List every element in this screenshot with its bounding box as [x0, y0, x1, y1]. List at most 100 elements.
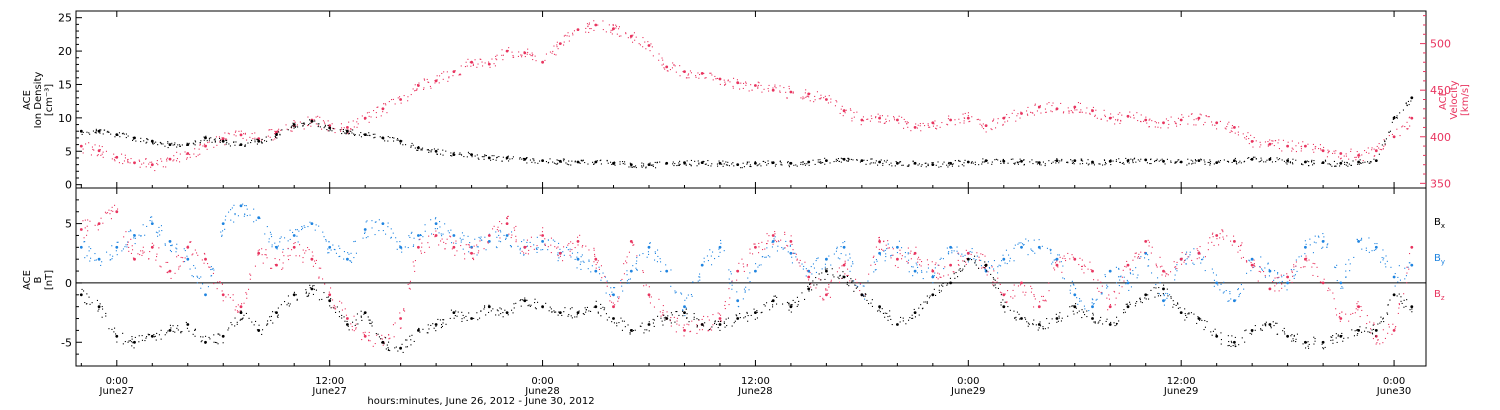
density-point — [1037, 161, 1041, 165]
velocity-dot — [511, 51, 513, 53]
velocity-dot — [585, 27, 587, 29]
density-dot — [512, 156, 514, 158]
bx-dot — [1295, 338, 1297, 340]
velocity-point — [1091, 109, 1094, 113]
velocity-dot — [1255, 140, 1257, 142]
velocity-dot — [429, 85, 431, 87]
bz-dot — [246, 293, 248, 295]
by-dot — [1213, 285, 1215, 287]
bz-dot — [825, 288, 827, 290]
velocity-dot — [1358, 153, 1360, 155]
density-dot — [1334, 165, 1336, 167]
density-dot — [676, 165, 678, 167]
bx-dot — [529, 305, 531, 307]
by-dot — [698, 276, 700, 278]
density-dot — [622, 161, 624, 163]
bx-dot — [267, 320, 269, 322]
density-dot — [961, 164, 963, 166]
bz-dot — [728, 288, 730, 290]
bz-dot — [910, 258, 912, 260]
density-dot — [814, 163, 816, 165]
bx-dot — [1158, 287, 1160, 289]
bx-dot — [1227, 335, 1229, 337]
velocity-dot — [226, 139, 228, 141]
density-dot — [490, 159, 492, 161]
bz-dot — [221, 283, 223, 285]
bx-point — [275, 311, 278, 314]
by-dot — [88, 250, 90, 252]
bx-dot — [863, 295, 865, 297]
density-dot — [348, 133, 350, 135]
by-dot — [636, 269, 638, 271]
density-point — [221, 139, 225, 143]
by-dot — [657, 249, 659, 251]
by-dot — [1408, 262, 1410, 264]
density-point — [1410, 96, 1414, 100]
density-dot — [1039, 164, 1041, 166]
density-dot — [1325, 160, 1327, 162]
x-tick-label-time: 0:00 — [531, 376, 553, 387]
by-dot — [1013, 260, 1015, 262]
bz-dot — [999, 283, 1001, 285]
bz-dot — [810, 283, 812, 285]
by-dot — [158, 230, 160, 232]
bx-dot — [1015, 319, 1017, 321]
bz-dot — [952, 271, 954, 273]
bx-dot — [602, 306, 604, 308]
density-dot — [1133, 158, 1135, 160]
density-dot — [317, 123, 319, 125]
velocity-dot — [711, 74, 713, 76]
density-point — [523, 157, 527, 161]
bx-dot — [1110, 321, 1112, 323]
by-dot — [916, 264, 918, 266]
bz-dot — [1341, 311, 1343, 313]
density-dot — [727, 161, 729, 163]
bz-dot — [830, 281, 832, 283]
by-dot — [670, 269, 672, 271]
density-point — [842, 157, 846, 161]
by-dot — [1317, 235, 1319, 237]
density-dot — [522, 157, 524, 159]
density-dot — [440, 153, 442, 155]
density-dot — [592, 161, 594, 163]
bx-dot — [854, 284, 856, 286]
bz-dot — [1302, 266, 1304, 268]
bx-dot — [833, 276, 835, 278]
velocity-dot — [1272, 140, 1274, 142]
density-dot — [397, 138, 399, 140]
velocity-dot — [664, 68, 666, 70]
density-dot — [1032, 163, 1034, 165]
bz-point — [1392, 329, 1396, 332]
bz-dot — [768, 235, 770, 237]
density-dot — [1336, 163, 1338, 165]
density-dot — [707, 164, 709, 166]
bx-dot — [665, 316, 667, 318]
bz-point — [1162, 269, 1165, 273]
bz-dot — [978, 256, 980, 258]
velocity-dot — [186, 157, 188, 159]
density-dot — [870, 158, 872, 160]
velocity-dot — [1355, 156, 1357, 158]
by-dot — [450, 229, 452, 231]
bz-dot — [847, 268, 849, 270]
density-point — [647, 163, 651, 167]
density-point — [1374, 159, 1378, 163]
bx-dot — [520, 305, 522, 307]
velocity-dot — [719, 83, 721, 85]
bz-dot — [293, 243, 295, 245]
velocity-dot — [917, 124, 919, 126]
bz-dot — [376, 334, 378, 336]
by-dot — [396, 241, 398, 243]
density-dot — [1175, 162, 1177, 164]
bz-dot — [1366, 323, 1368, 325]
velocity-dot — [521, 54, 523, 56]
by-dot — [1084, 308, 1086, 310]
by-dot — [392, 232, 394, 234]
by-dot — [1041, 245, 1043, 247]
by-point — [1410, 263, 1414, 267]
velocity-dot — [557, 48, 559, 50]
density-dot — [261, 138, 263, 140]
by-dot — [904, 252, 906, 254]
by-point — [896, 245, 899, 249]
bx-dot — [597, 311, 599, 313]
